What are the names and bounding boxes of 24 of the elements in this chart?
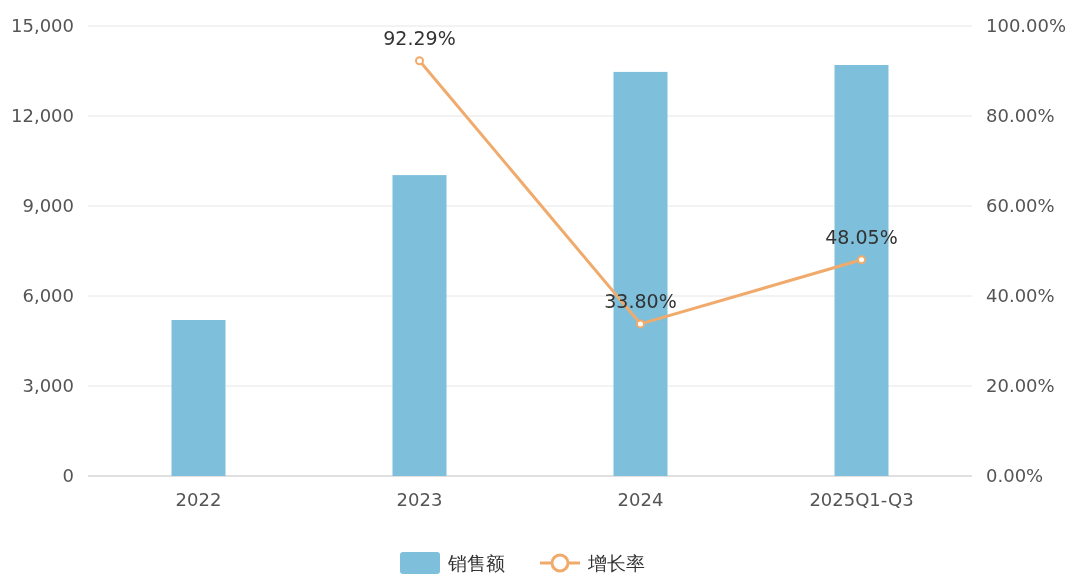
point [415,56,424,66]
x-tick-label: 2022 [175,489,222,510]
y-tick-label: 0 [62,465,74,486]
bar [392,175,447,476]
bar [171,320,226,476]
y2-tick-label: 80.00% [986,105,1055,126]
y-tick-label: 9,000 [22,195,74,216]
point [636,319,645,329]
y2-tick-label: 0.00% [986,465,1044,486]
y2-tick-label: 40.00% [986,285,1055,306]
x-tick-label: 2025Q1-Q3 [809,489,914,510]
y2-tick-label: 20.00% [986,375,1055,396]
legend-label: 销售额 [447,552,505,574]
x-tick-label: 2024 [617,489,664,510]
y-tick-label: 3,000 [22,375,74,396]
y-tick-label: 12,000 [11,105,74,126]
y-tick-label: 15,000 [11,15,74,36]
y2-tick-label: 100.00% [986,15,1067,36]
x-tick-label: 2023 [396,489,443,510]
point [857,255,866,265]
y2-tick-label: 60.00% [986,195,1055,216]
y-tick-label: 6,000 [22,285,74,306]
legend-label: 增长率 [587,552,645,574]
data-label: 92.29% [383,26,456,49]
